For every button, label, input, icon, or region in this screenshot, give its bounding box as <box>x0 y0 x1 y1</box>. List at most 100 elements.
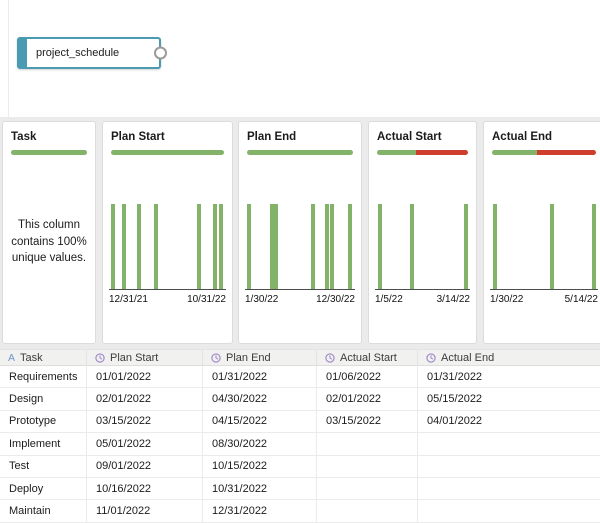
data-quality-bar[interactable] <box>247 150 353 155</box>
node-accent-bar <box>19 39 27 67</box>
histogram-bar[interactable] <box>197 204 202 289</box>
profile-card-actual-end[interactable]: Actual End 1/30/22 5/14/22 <box>483 121 600 344</box>
axis-label-left: 1/5/22 <box>375 294 403 305</box>
histogram-bar[interactable] <box>464 204 469 289</box>
column-header-plan-start[interactable]: Plan Start <box>87 350 203 365</box>
histogram-bar[interactable] <box>213 204 218 289</box>
flow-node-project-schedule[interactable]: project_schedule <box>17 37 167 69</box>
histogram-bar[interactable] <box>550 204 555 289</box>
column-header-actual-start[interactable]: Actual Start <box>317 350 418 365</box>
cell-task[interactable]: Requirements <box>0 366 87 388</box>
axis-label-left: 12/31/21 <box>109 294 148 305</box>
table-row: Deploy 10/16/2022 10/31/2022 <box>0 477 600 501</box>
cell-actual-end[interactable] <box>418 433 600 454</box>
histogram-bar[interactable] <box>591 204 596 289</box>
cell-actual-start[interactable]: 02/01/2022 <box>317 388 418 410</box>
cell-plan-start[interactable]: 11/01/2022 <box>87 500 203 522</box>
cell-plan-start[interactable]: 09/01/2022 <box>87 455 203 477</box>
cell-plan-start[interactable]: 02/01/2022 <box>87 388 203 410</box>
cell-task[interactable]: Prototype <box>0 410 87 433</box>
profile-card-actual-start[interactable]: Actual Start 1/5/22 3/14/22 <box>368 121 477 344</box>
cell-actual-start[interactable] <box>317 433 418 455</box>
cell-task[interactable]: Design <box>0 388 87 410</box>
axis-labels: 1/30/22 12/30/22 <box>245 294 355 305</box>
axis-labels: 1/30/22 5/14/22 <box>490 294 598 305</box>
card-title: Actual End <box>492 131 553 143</box>
profile-card-plan-end[interactable]: Plan End 1/30/22 12/30/22 <box>238 121 362 344</box>
cell-actual-start[interactable]: 03/15/2022 <box>317 410 418 433</box>
table-row: Implement 05/01/2022 08/30/2022 <box>0 433 600 456</box>
cell-actual-start[interactable] <box>317 455 418 477</box>
profile-card-task[interactable]: Task This column contains 100% unique va… <box>2 121 96 344</box>
cell-actual-end[interactable]: 01/31/2022 <box>427 370 483 383</box>
histogram-bar[interactable] <box>111 204 116 289</box>
card-title: Actual Start <box>377 131 442 143</box>
histogram-bar[interactable] <box>137 204 142 289</box>
histogram-bar[interactable] <box>325 204 330 289</box>
histogram <box>245 204 355 290</box>
histogram-bar[interactable] <box>274 204 279 289</box>
cell-task[interactable]: Maintain <box>0 500 87 522</box>
data-quality-bar[interactable] <box>11 150 87 155</box>
column-header-label: Task <box>20 351 43 364</box>
histogram-bar[interactable] <box>410 204 415 289</box>
axis-label-left: 1/30/22 <box>245 294 279 305</box>
cell-plan-end[interactable]: 12/31/2022 <box>203 500 317 522</box>
histogram-bar[interactable] <box>348 204 353 289</box>
table-row: Maintain 11/01/2022 12/31/2022 <box>0 500 600 523</box>
unique-values-note: This column contains 100% unique values. <box>11 219 87 265</box>
column-header-actual-end[interactable]: Actual End <box>418 350 600 365</box>
histogram-bar[interactable] <box>330 204 335 289</box>
string-type-icon: A <box>8 351 16 364</box>
cell-plan-start[interactable]: 03/15/2022 <box>87 410 203 433</box>
cell-plan-end[interactable]: 01/31/2022 <box>203 366 317 388</box>
cell-task[interactable]: Deploy <box>0 477 87 500</box>
cell-plan-end[interactable]: 10/31/2022 <box>203 477 317 500</box>
histogram-bar[interactable] <box>269 204 274 289</box>
flow-pane: project_schedule <box>0 0 600 117</box>
histogram-bar[interactable] <box>493 204 498 289</box>
cell-plan-start[interactable]: 01/01/2022 <box>87 366 203 388</box>
profile-card-plan-start[interactable]: Plan Start 12/31/21 10/31/22 <box>102 121 233 344</box>
histogram-bar[interactable] <box>311 204 316 289</box>
cell-task[interactable]: Test <box>0 455 87 477</box>
table-row: Requirements 01/01/2022 01/31/2022 01/06… <box>0 366 600 389</box>
cell-actual-start[interactable] <box>317 477 418 500</box>
histogram-bar[interactable] <box>218 204 223 289</box>
cell-actual-start[interactable]: 01/06/2022 <box>317 366 418 388</box>
data-quality-bar[interactable] <box>377 150 468 155</box>
cell-actual-end[interactable]: 05/15/2022 <box>427 393 483 406</box>
cell-plan-start[interactable]: 05/01/2022 <box>87 433 203 455</box>
histogram-bar[interactable] <box>247 204 252 289</box>
histogram-bar[interactable] <box>153 204 158 289</box>
histogram-bar[interactable] <box>378 204 383 289</box>
cell-plan-end[interactable]: 10/15/2022 <box>203 455 317 477</box>
cell-actual-start[interactable] <box>317 500 418 522</box>
profile-pane: Task This column contains 100% unique va… <box>0 117 600 349</box>
data-quality-bar[interactable] <box>111 150 224 155</box>
axis-label-right: 5/14/22 <box>564 294 598 305</box>
cell-actual-end[interactable] <box>418 500 600 521</box>
axis-label-right: 12/30/22 <box>316 294 355 305</box>
date-type-icon <box>95 352 105 363</box>
cell-actual-end[interactable]: 04/01/2022 <box>427 415 483 428</box>
cell-actual-end[interactable] <box>418 456 600 477</box>
data-grid: A Task Plan Start Plan End Actual Start … <box>0 349 600 523</box>
cell-plan-end[interactable]: 04/30/2022 <box>203 388 317 410</box>
cell-plan-start[interactable]: 10/16/2022 <box>87 477 203 500</box>
node-output-port-icon[interactable] <box>154 46 167 60</box>
table-row: Test 09/01/2022 10/15/2022 <box>0 455 600 478</box>
card-title: Plan Start <box>111 131 165 143</box>
column-header-label: Actual Start <box>340 351 397 364</box>
histogram-bar[interactable] <box>122 204 127 289</box>
data-quality-bar[interactable] <box>492 150 596 155</box>
date-type-icon <box>211 352 221 363</box>
column-header-task[interactable]: A Task <box>0 350 87 365</box>
cell-plan-end[interactable]: 04/15/2022 <box>203 410 317 433</box>
axis-labels: 1/5/22 3/14/22 <box>375 294 470 305</box>
cell-actual-end[interactable] <box>418 478 600 499</box>
cell-plan-end[interactable]: 08/30/2022 <box>203 433 317 455</box>
axis-label-right: 3/14/22 <box>436 294 470 305</box>
cell-task[interactable]: Implement <box>0 433 87 455</box>
column-header-plan-end[interactable]: Plan End <box>203 350 317 365</box>
